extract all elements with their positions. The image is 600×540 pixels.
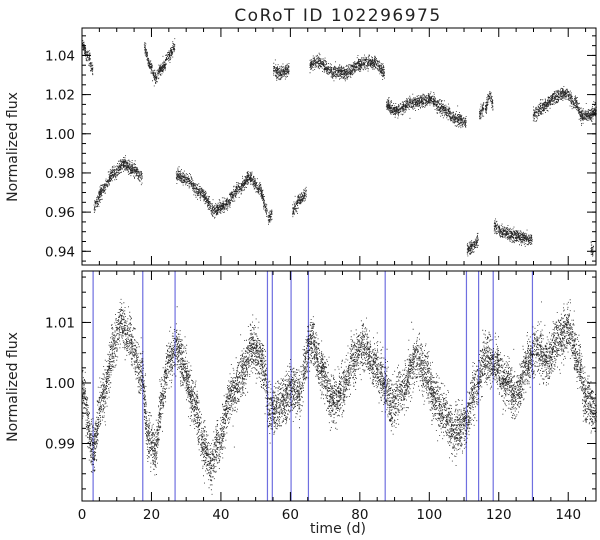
top-ticks: 0.94 0.96 0.98 1.00 1.02 1.04 xyxy=(45,28,596,265)
x-tick-label: 40 xyxy=(212,507,229,523)
top-panel-frame xyxy=(81,27,597,266)
y-tick-label: 1.04 xyxy=(45,48,75,64)
x-tick-label: 140 xyxy=(555,507,581,523)
y-tick-label: 0.98 xyxy=(45,166,75,182)
x-tick-label: 120 xyxy=(486,507,512,523)
top-y-axis-label: Normalized flux xyxy=(5,92,21,202)
bottom-ticks: 0 20 40 60 80 100 120 140 0.99 1.00 1.01 xyxy=(45,271,596,523)
y-tick-label: 0.94 xyxy=(45,244,75,260)
y-tick-label: 0.99 xyxy=(45,437,75,453)
bottom-panel: 0 20 40 60 80 100 120 140 0.99 1.00 1.01 Normalize… xyxy=(5,270,597,537)
x-axis-label: time (d) xyxy=(310,521,366,537)
x-tick-label: 60 xyxy=(282,507,299,523)
y-tick-label: 1.01 xyxy=(45,315,75,331)
flux-points xyxy=(82,298,597,495)
flux-points xyxy=(82,38,597,257)
x-tick-label: 80 xyxy=(351,507,368,523)
bottom-y-axis-label: Normalized flux xyxy=(5,332,21,442)
gap-marker-lines xyxy=(92,271,534,501)
top-panel: 0.94 0.96 0.98 1.00 1.02 1.04 Normalized flux xyxy=(5,27,597,266)
x-tick-label: 100 xyxy=(416,507,442,523)
chart-title: CoRoT ID 102296975 xyxy=(234,6,441,26)
y-tick-label: 0.96 xyxy=(45,205,75,221)
y-tick-label: 1.00 xyxy=(45,127,75,143)
y-tick-label: 1.02 xyxy=(45,88,75,104)
x-tick-label: 0 xyxy=(78,507,87,523)
x-tick-label: 20 xyxy=(143,507,160,523)
bottom-panel-frame xyxy=(81,270,597,502)
top-flux-points xyxy=(82,38,597,257)
y-tick-label: 1.00 xyxy=(45,376,75,392)
bottom-flux-points xyxy=(82,298,597,495)
